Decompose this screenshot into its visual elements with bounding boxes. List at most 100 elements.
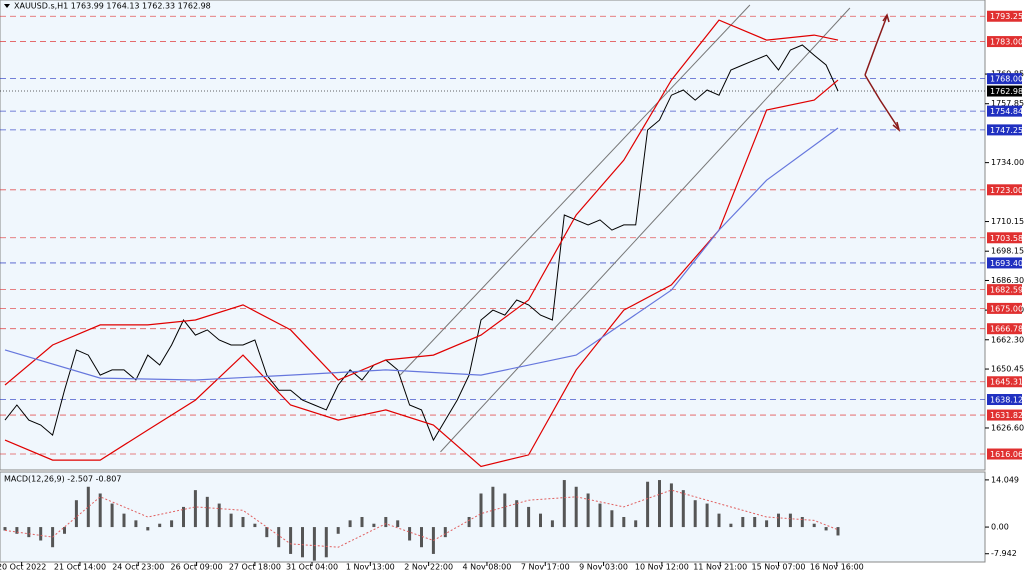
macd-bar — [598, 503, 602, 528]
plot-layers: 1769.851757.851734.001710.151698.151686.… — [0, 4, 1024, 572]
level-tag — [987, 124, 1022, 136]
x-tick-label: 15 Nov 07:00 — [752, 563, 806, 572]
macd-bar — [74, 500, 78, 528]
macd-bar — [622, 516, 626, 528]
y-tick-label: 1757.85 — [991, 99, 1024, 108]
macd-bar — [3, 527, 7, 531]
level-tag-label: 1768.00 — [990, 75, 1023, 84]
macd-bar — [515, 500, 519, 528]
macd-bar — [741, 516, 745, 528]
x-tick-label: 2 Nov 22:00 — [404, 563, 453, 572]
indicator-line — [4, 127, 839, 381]
x-tick-label: 26 Oct 09:00 — [171, 563, 223, 572]
level-tag-label: 1754.84 — [990, 107, 1023, 116]
macd-bar — [336, 527, 340, 534]
level-tag — [987, 105, 1022, 117]
x-tick-label: 27 Oct 18:00 — [229, 563, 281, 572]
channel-line — [440, 7, 851, 453]
macd-bar — [681, 490, 685, 528]
macd-bar — [467, 516, 471, 528]
indicator-line — [4, 19, 839, 386]
y-tick-label: -7.942 — [991, 549, 1017, 558]
macd-bar — [777, 513, 780, 528]
macd-bar — [408, 527, 412, 541]
macd-bar — [182, 506, 185, 528]
macd-bar — [229, 513, 233, 528]
macd-bar — [122, 513, 126, 528]
macd-bar — [765, 520, 769, 528]
macd-bar — [693, 500, 697, 528]
arrow-down-head — [892, 121, 901, 133]
menu-triangle[interactable] — [4, 4, 10, 8]
macd-header: MACD(12,26,9) -2.507 -0.807 — [4, 475, 121, 484]
macd-bar — [669, 483, 673, 528]
y-tick-label: 14.049 — [991, 475, 1019, 484]
macd-bar — [39, 527, 43, 541]
y-tick-label: 1626.60 — [991, 423, 1024, 432]
x-tick-label: 7 Nov 17:00 — [521, 563, 570, 572]
macd-bar — [824, 527, 828, 531]
level-tag — [987, 257, 1022, 269]
x-tick-label: 21 Oct 14:00 — [54, 563, 106, 572]
forecast-arrows — [864, 13, 901, 133]
level-tag-label: 1666.78 — [990, 325, 1023, 334]
macd-bar — [539, 513, 542, 528]
level-tag-label: 1693.40 — [990, 259, 1023, 268]
macd-bar — [562, 480, 566, 528]
macd-bar — [86, 486, 90, 528]
macd-bar — [205, 496, 209, 528]
symbol-header: XAUUSD.s,H1 1763.99 1764.13 1762.33 1762… — [14, 2, 211, 11]
macd-bar — [146, 527, 150, 531]
channel-line — [399, 4, 751, 376]
macd-bar — [158, 523, 162, 528]
level-tag — [987, 184, 1022, 196]
level-tag — [987, 85, 1022, 97]
macd-bar — [384, 516, 388, 528]
level-tag — [987, 284, 1022, 296]
macd-bar — [634, 520, 638, 528]
macd-bar — [420, 527, 423, 548]
macd-bar — [646, 481, 650, 528]
level-tag — [987, 323, 1022, 335]
level-tag — [987, 409, 1022, 421]
macd-bar — [550, 520, 554, 528]
macd-bar — [134, 520, 138, 528]
macd-bar — [527, 506, 531, 528]
macd-bar — [265, 527, 269, 538]
arrow-up — [864, 15, 888, 76]
macd-bar — [729, 523, 733, 528]
macd-bar — [396, 520, 400, 528]
arrow-down — [864, 74, 900, 130]
x-tick-label: 24 Oct 23:00 — [112, 563, 164, 572]
x-tick-label: 20 Oct 2022 — [0, 563, 46, 572]
y-tick-label: 1710.15 — [991, 217, 1024, 226]
x-tick-label: 9 Nov 03:00 — [579, 563, 628, 572]
macd-bar — [705, 503, 709, 528]
macd-bar — [241, 516, 245, 528]
x-tick-label: 11 Nov 21:00 — [693, 563, 747, 572]
level-tag-label: 1631.82 — [990, 411, 1023, 420]
macd-bar — [253, 523, 257, 528]
level-tag-label: 1675.00 — [990, 304, 1023, 313]
macd-bar — [372, 523, 376, 528]
x-tick-label: 4 Nov 08:00 — [463, 563, 512, 572]
macd-bar — [170, 520, 174, 528]
level-tag — [987, 302, 1022, 314]
macd-bar — [348, 520, 352, 528]
x-tick-label: 1 Nov 13:00 — [346, 563, 395, 572]
y-tick-label: 1686.30 — [991, 276, 1024, 285]
macd-bar — [110, 503, 114, 528]
macd-bar — [836, 527, 840, 536]
level-tag-label: 1793.25 — [990, 12, 1023, 21]
macd-bar — [479, 493, 483, 528]
signal-line — [4, 489, 839, 548]
macd-bar — [812, 523, 816, 528]
macd-bar — [788, 513, 792, 528]
level-tag-label: 1638.12 — [990, 396, 1023, 405]
level-tag — [987, 73, 1022, 85]
level-tag — [987, 36, 1022, 48]
macd-bar — [193, 490, 197, 528]
price-line — [4, 44, 839, 442]
y-tick-label: 1734.00 — [991, 158, 1024, 167]
x-tick-label: 31 Oct 04:00 — [286, 563, 338, 572]
